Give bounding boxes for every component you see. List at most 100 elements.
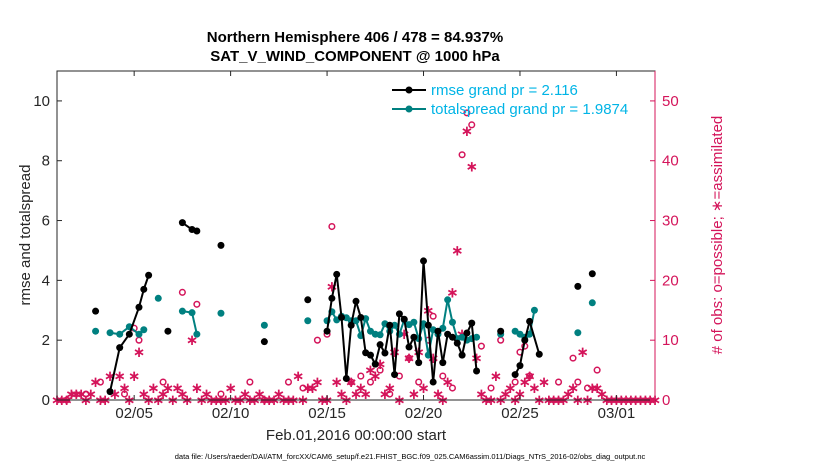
rmse-segment <box>417 260 425 363</box>
legend-spread-label: totalspread grand pr = 1.9874 <box>431 101 628 118</box>
legend-rmse-label: rmse grand pr = 2.116 <box>431 82 578 99</box>
rmse-segment <box>422 260 430 326</box>
assimilated-point: ∗ <box>84 385 97 403</box>
rmse-segment <box>470 323 478 372</box>
x-tick-label: 02/05 <box>115 405 153 422</box>
assimilated-point: ∗ <box>200 385 213 403</box>
possible-point <box>347 378 355 386</box>
possible-point <box>96 378 104 386</box>
possible-point <box>159 378 167 386</box>
rmse-segment <box>412 337 420 363</box>
rmse-point <box>521 336 529 344</box>
assimilated-point: ∗ <box>591 379 604 397</box>
rmse-segment <box>403 319 411 348</box>
spread-point <box>178 307 186 315</box>
possible-point <box>458 151 466 159</box>
assimilated-point: ∗ <box>147 379 160 397</box>
rmse-segment <box>326 298 333 332</box>
spread-point <box>473 333 481 341</box>
rmse-segment <box>359 317 367 353</box>
assimilated-point: ∗ <box>224 379 237 397</box>
rmse-point <box>410 333 418 341</box>
rmse-segment <box>109 347 121 392</box>
possible-point <box>405 354 413 362</box>
y-tick-label: 4 <box>42 272 50 289</box>
rmse-segment <box>461 332 468 356</box>
possible-point <box>511 378 519 386</box>
spread-point <box>188 309 196 317</box>
rmse-point <box>468 319 476 327</box>
x-tick-label: 02/10 <box>212 405 250 422</box>
assimilated-point: ∗ <box>470 349 483 367</box>
y2-tick-label: 40 <box>662 153 679 170</box>
x-tick-label: 03/01 <box>598 405 636 422</box>
possible-point <box>593 366 601 374</box>
possible-point <box>477 342 485 350</box>
spread-segment <box>446 299 454 323</box>
spread-point <box>106 329 114 337</box>
rmse-segment <box>432 331 439 383</box>
possible-point <box>178 288 186 296</box>
assimilated-point: ∗ <box>330 373 343 391</box>
x-axis-label: Feb.01,2016 00:00:00 start <box>266 427 447 444</box>
rmse-point <box>420 257 428 265</box>
possible-point <box>439 372 447 380</box>
rmse-point <box>473 367 481 375</box>
y-tick-label: 0 <box>42 392 50 409</box>
rmse-point <box>125 330 133 338</box>
rmse-segment <box>393 313 401 375</box>
y-tick-label: 10 <box>33 93 50 110</box>
rmse-point <box>574 282 582 290</box>
possible-point <box>366 378 375 386</box>
rmse-point <box>497 327 505 335</box>
spread-point <box>448 318 456 326</box>
assimilated-point: ∗ <box>465 158 478 176</box>
assimilated-point: ∗ <box>461 122 474 140</box>
assimilated-point: ∗ <box>451 241 464 259</box>
spread-point <box>530 306 538 314</box>
rmse-point <box>429 378 437 386</box>
assimilated-point: ∗ <box>133 343 146 361</box>
possible-point <box>554 378 563 386</box>
assimilated-point: ∗ <box>335 385 348 403</box>
rmse-point <box>434 327 442 335</box>
spread-point <box>116 330 124 338</box>
spread-point <box>410 318 418 326</box>
spread-point <box>444 296 452 304</box>
assimilated-point: ∗ <box>408 385 421 403</box>
possible-point <box>583 384 592 392</box>
rmse-point <box>304 296 312 304</box>
y-axis-label: rmse and totalspread <box>17 165 34 306</box>
spread-segment <box>441 299 449 329</box>
possible-point <box>299 384 307 392</box>
assimilated-point: ∗ <box>586 379 599 397</box>
possible-point <box>468 121 476 129</box>
assimilated-point: ∗ <box>359 385 372 403</box>
assimilated-point: ∗ <box>403 349 416 367</box>
rmse-segment <box>518 339 526 366</box>
spread-point <box>574 329 582 337</box>
assimilated-point: ∗ <box>417 379 430 397</box>
rmse-point <box>391 371 399 379</box>
possible-point <box>448 384 457 392</box>
chart-title: Northern Hemisphere 406 / 478 = 84.937% <box>207 29 503 46</box>
spread-segment <box>191 312 198 335</box>
assimilated-point: ∗ <box>523 367 536 385</box>
rmse-point <box>106 388 114 396</box>
assimilated-point: ∗ <box>292 367 305 385</box>
assimilated-point: ∗ <box>70 385 83 403</box>
possible-point <box>193 300 201 308</box>
rmse-point <box>453 339 461 347</box>
possible-point <box>246 378 254 386</box>
assimilated-point: ∗ <box>514 385 527 403</box>
y2-axis-label: # of obs: o=possible; ∗=assimilated <box>709 116 726 355</box>
rmse-point <box>535 350 543 358</box>
rmse-point <box>135 303 143 311</box>
rmse-point <box>405 343 413 351</box>
axes-layer: 02/05 02/10 02/15 02/20 02/25 03/01 0 2 4 6 8 10 0 10… <box>33 71 679 422</box>
assimilated-point: ∗ <box>350 385 363 403</box>
assimilated-point: ∗ <box>355 379 368 397</box>
rmse-segment <box>350 301 357 326</box>
spread-point <box>391 321 399 329</box>
assimilated-point: ∗ <box>113 367 126 385</box>
